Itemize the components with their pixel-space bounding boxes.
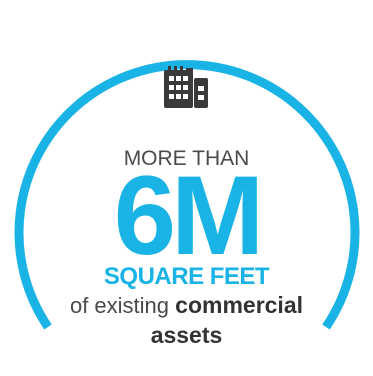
stat-description-prefix: of existing — [69, 293, 170, 318]
stat-unit: SQUARE FEET — [103, 263, 270, 290]
stat-eyebrow: MORE THAN — [123, 147, 250, 170]
building-icon — [164, 66, 208, 108]
stat-description-suffix: assets — [150, 322, 223, 348]
stat-description-emphasis: commercial — [175, 292, 304, 318]
stat-value: 6M — [113, 153, 265, 278]
stat-description: of existing commercial — [0, 292, 373, 319]
